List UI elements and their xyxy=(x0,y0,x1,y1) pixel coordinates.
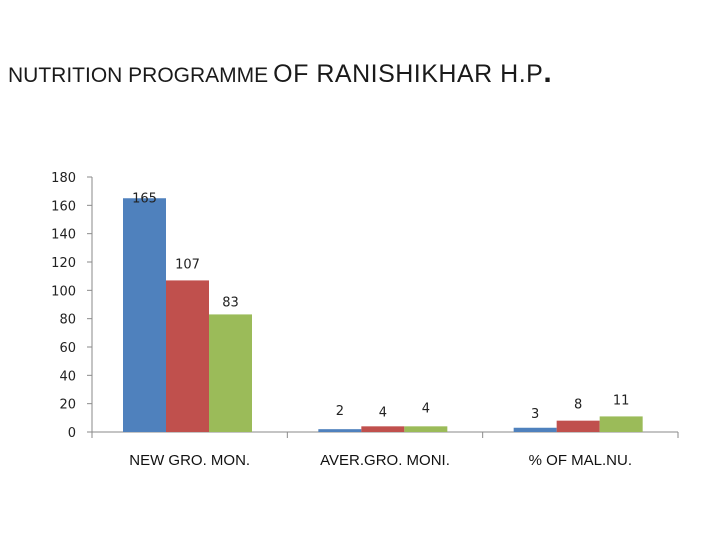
bar xyxy=(166,280,209,432)
category-label: NEW GRO. MON. xyxy=(129,452,250,469)
y-tick-label: 20 xyxy=(59,398,76,413)
data-label: 2 xyxy=(336,404,344,419)
data-label: 165 xyxy=(132,191,157,206)
y-tick-label: 80 xyxy=(59,313,76,328)
y-tick-label: 40 xyxy=(59,369,76,384)
data-label: 3 xyxy=(531,407,539,422)
bar xyxy=(404,426,448,432)
bar xyxy=(556,420,600,432)
y-tick-label: 100 xyxy=(51,284,76,299)
bar xyxy=(513,427,557,432)
category-label: AVER.GRO. MONI. xyxy=(320,452,450,469)
bar xyxy=(318,429,362,432)
data-label: 107 xyxy=(175,257,200,272)
y-tick-label: 160 xyxy=(51,199,76,214)
y-tick-label: 180 xyxy=(51,171,76,186)
bar xyxy=(599,416,643,432)
data-label: 11 xyxy=(613,393,630,408)
bar xyxy=(123,198,166,432)
category-label: % OF MAL.NU. xyxy=(529,452,632,469)
y-tick-label: 0 xyxy=(68,426,76,441)
bar xyxy=(361,426,405,432)
y-tick-label: 60 xyxy=(59,341,76,356)
y-tick-label: 120 xyxy=(51,256,76,271)
data-label: 4 xyxy=(422,401,430,416)
chart-title-rest: OF RANISHIKHAR H.P xyxy=(273,60,544,88)
data-label: 83 xyxy=(222,295,239,310)
y-tick-label: 140 xyxy=(51,228,76,243)
chart-title-main: NUTRITION PROGRAMME xyxy=(8,64,269,87)
data-label: 4 xyxy=(379,405,387,420)
bar xyxy=(209,314,252,432)
data-label: 8 xyxy=(574,398,582,413)
chart-title: NUTRITION PROGRAMME OF RANISHIKHAR H.P. xyxy=(8,56,552,90)
chart-title-dot: . xyxy=(543,56,552,89)
